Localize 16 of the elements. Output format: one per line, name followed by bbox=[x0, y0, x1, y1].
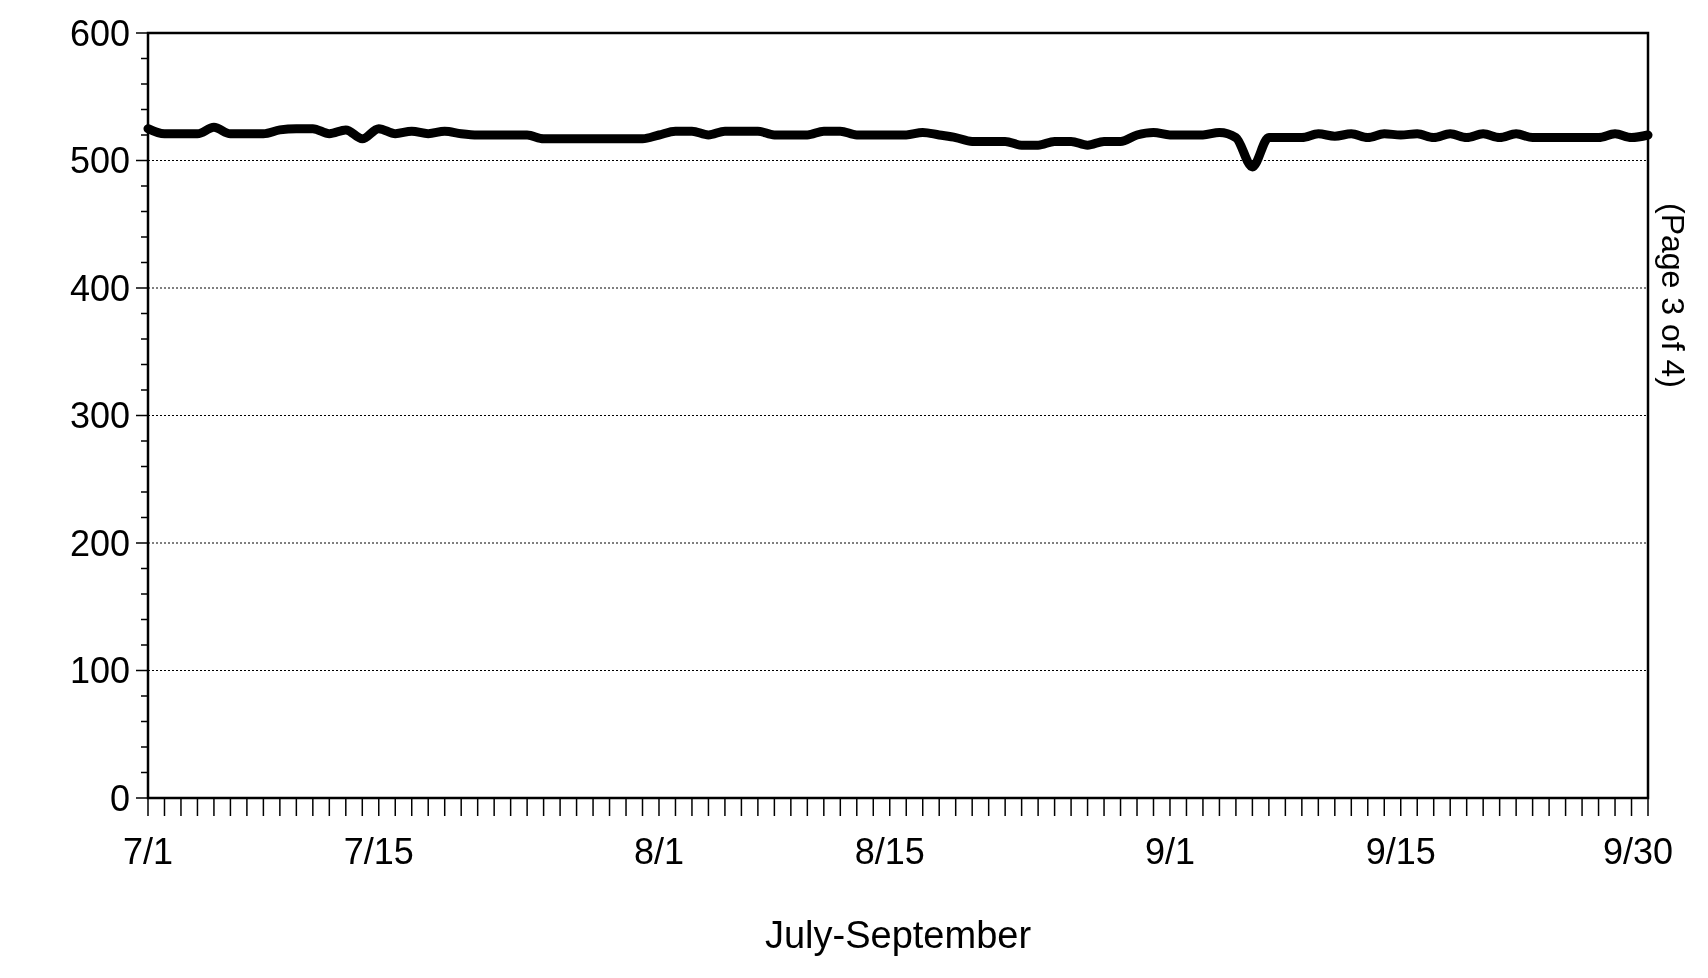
y-tick-label: 0 bbox=[109, 777, 130, 819]
text: (Page 3 of 4) bbox=[1655, 203, 1691, 388]
x-tick-label: 9/30 bbox=[1602, 831, 1674, 872]
x-tick-label: 8/1 bbox=[633, 831, 685, 872]
x-tick-label: 7/15 bbox=[343, 831, 414, 872]
y-tick-label: 600 bbox=[69, 12, 130, 54]
y-tick-label: 300 bbox=[69, 395, 130, 437]
x-tick-label: 9/15 bbox=[1365, 831, 1436, 872]
x-tick-label: 9/1 bbox=[1144, 831, 1195, 872]
y-tick-label: 400 bbox=[69, 267, 130, 309]
x-axis-title: July-September bbox=[764, 914, 1032, 956]
y-tick-label: 500 bbox=[69, 140, 130, 182]
x-tick-label: 8/15 bbox=[854, 831, 925, 872]
y-tick-label: 100 bbox=[69, 650, 130, 692]
x-tick-label: 7/1 bbox=[122, 831, 174, 872]
y-tick-label: 200 bbox=[69, 522, 130, 564]
